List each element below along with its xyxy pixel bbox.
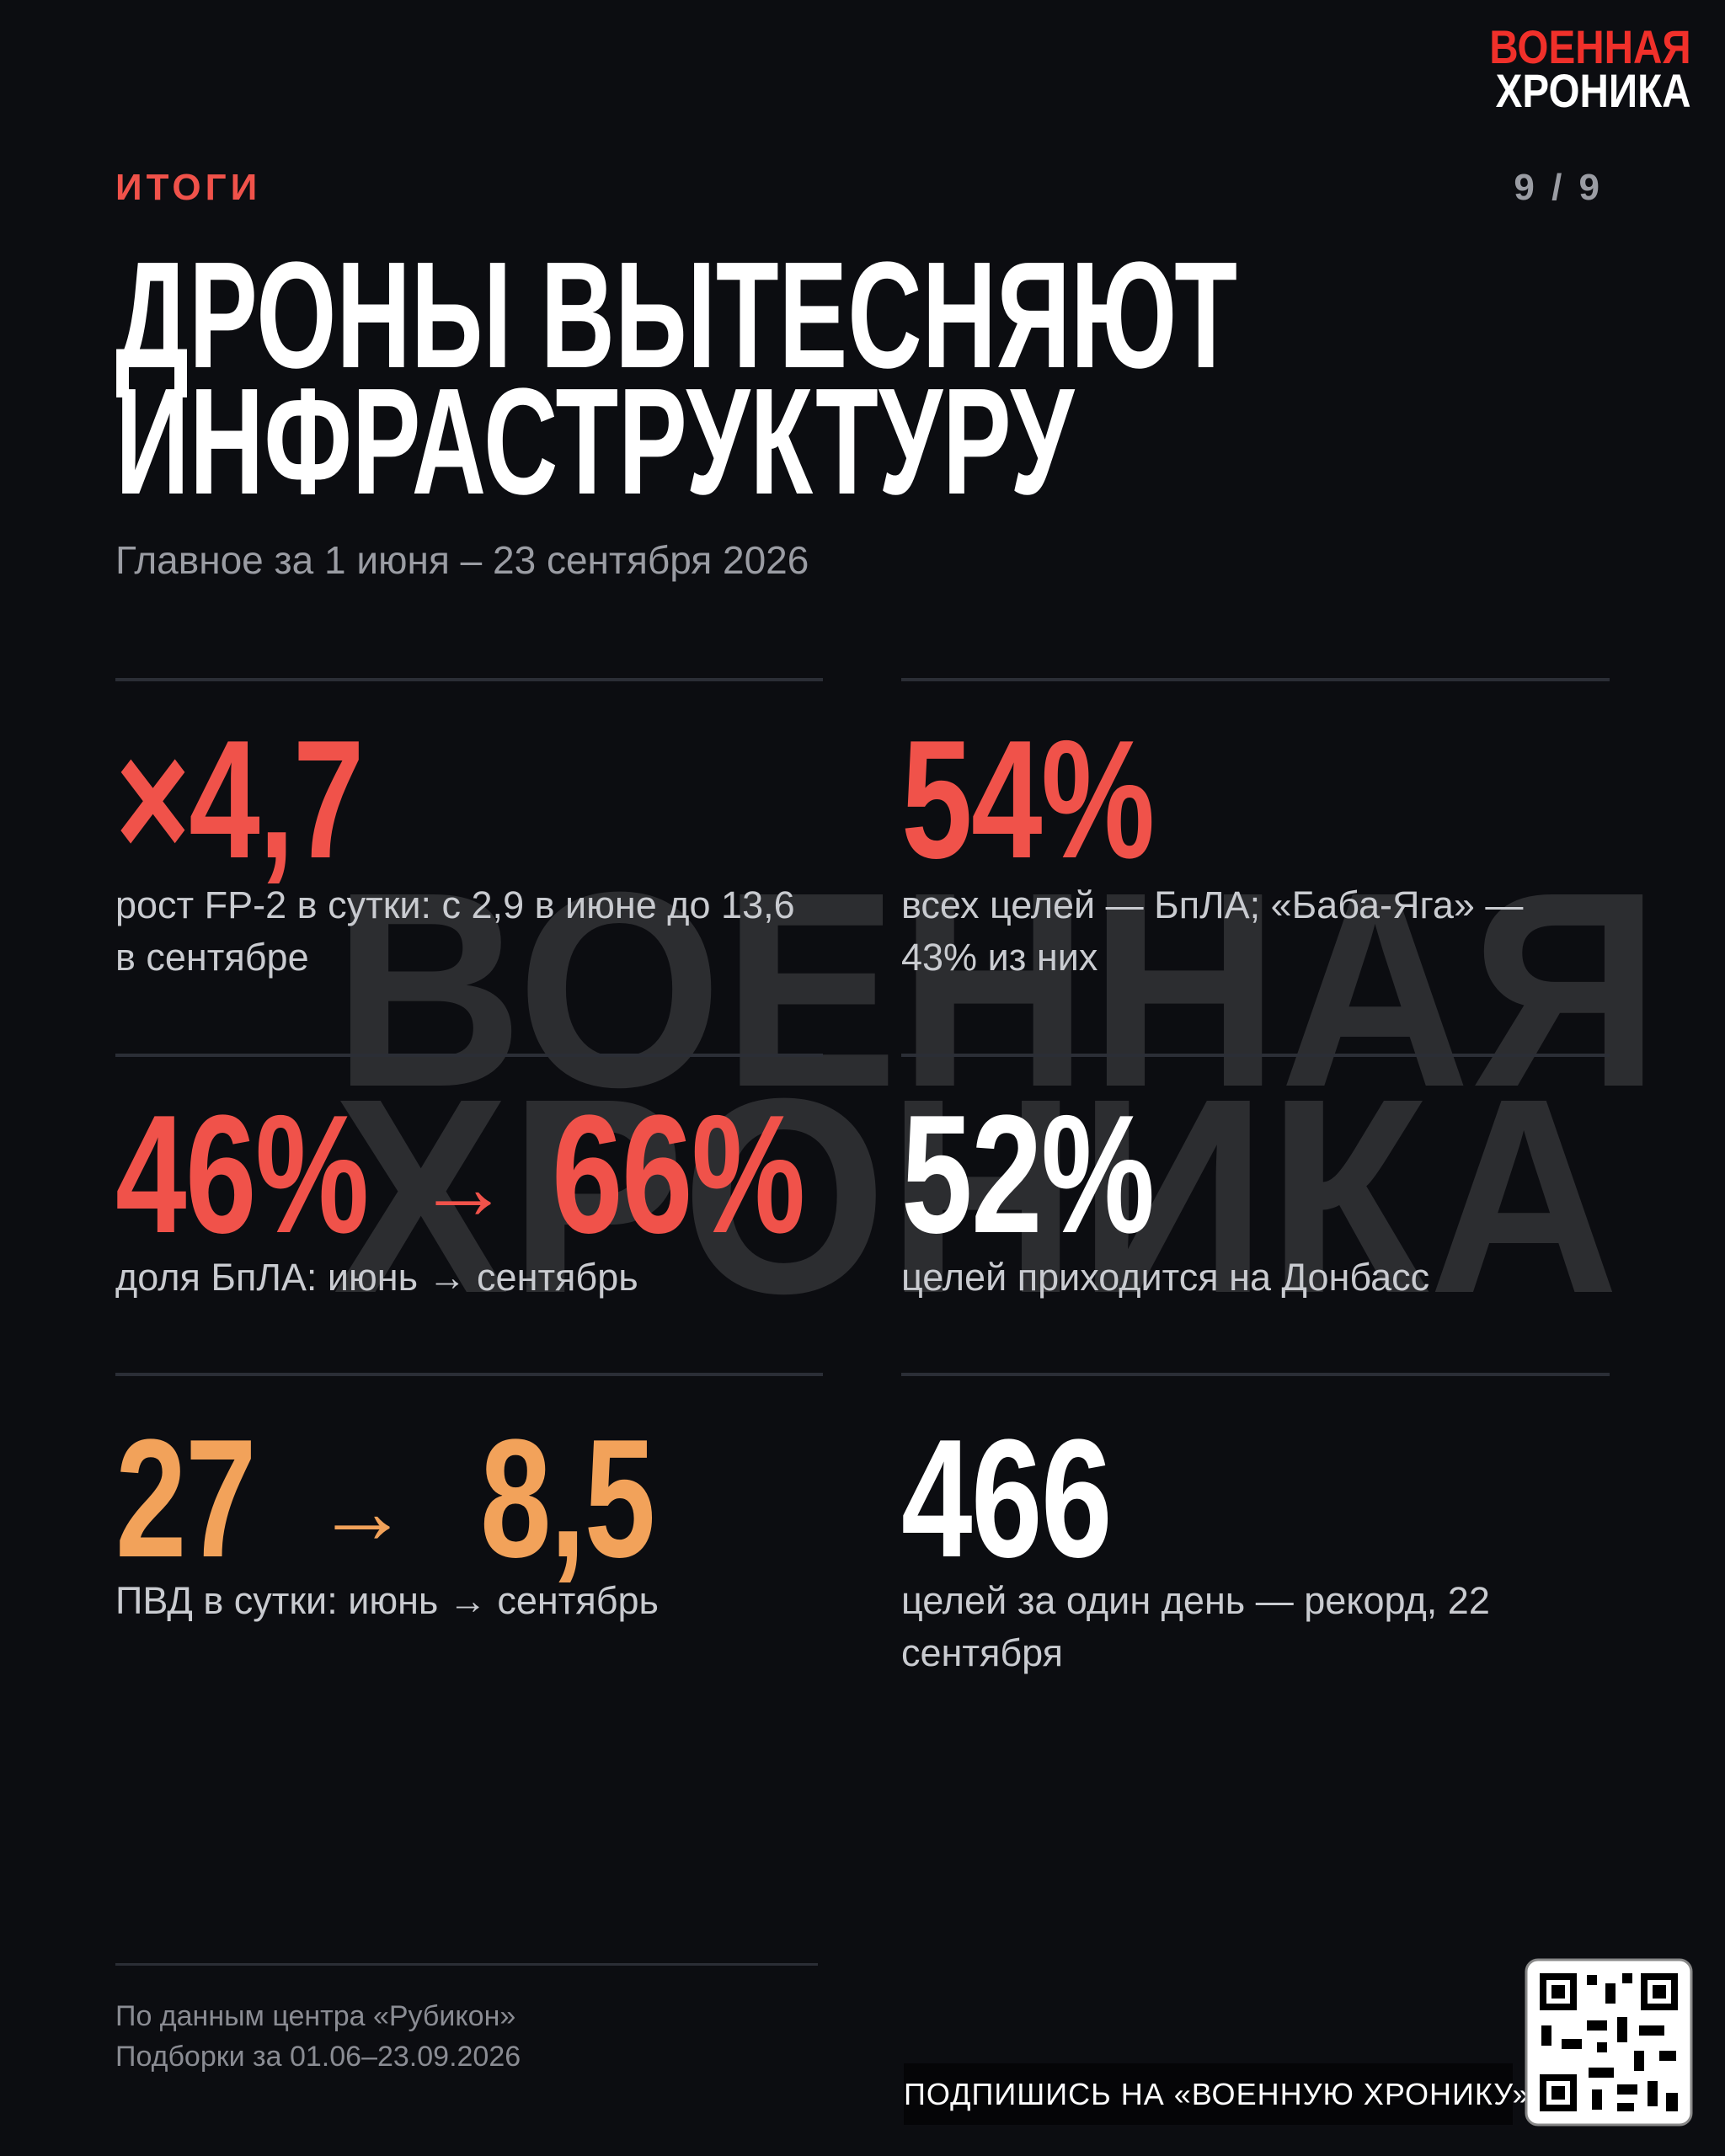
divider — [901, 1373, 1610, 1376]
footer: По данным центра «Рубикон» Подборки за 0… — [115, 1996, 521, 2077]
divider — [901, 678, 1610, 681]
title-line: ИНФРАСТРУКТУРУ — [115, 357, 1075, 526]
stat-from: 46% — [115, 1081, 369, 1268]
stat-arrow: → — [316, 1460, 409, 1563]
stat-value: 54% — [901, 706, 1155, 894]
qr-code[interactable] — [1525, 1958, 1693, 2127]
stat-label: ПВД в сутки: июнь → сентябрь — [115, 1579, 659, 1622]
footer-period: Подборки за 01.06–23.09.2026 — [115, 2041, 521, 2073]
page-counter: 9 / 9 — [1514, 167, 1603, 208]
stat-to: 8,5 — [480, 1405, 655, 1593]
title-line: ДРОНЫ ВЫТЕСНЯЮТ — [115, 231, 1238, 400]
stat-to: 66% — [552, 1081, 805, 1268]
stat-label: целей за один день — рекорд, 22 сентября — [901, 1579, 1490, 1674]
stat-from: 27 — [115, 1405, 257, 1593]
brand-logo[interactable]: ВОЕННАЯ ХРОНИКА — [1489, 20, 1691, 117]
section-label: ИТОГИ — [115, 167, 262, 208]
subtitle: Главное за 1 июня – 23 сентября 2026 — [115, 538, 809, 582]
title: ДРОНЫ ВЫТЕСНЯЮТ ИНФРАСТРУКТУРУ — [115, 231, 1725, 526]
watermark: ХРОНИКА — [333, 1040, 1620, 1351]
brand-line: ХРОНИКА — [1496, 64, 1691, 117]
stat-value: ×4,7 — [115, 706, 365, 894]
stat-label: доля БпЛА: июнь → сентябрь — [115, 1256, 638, 1299]
stat-value: 52% — [901, 1081, 1155, 1268]
divider — [901, 1054, 1610, 1057]
stat-value: 466 — [901, 1405, 1113, 1593]
stat-label: рост FP-2 в сутки: с 2,9 в июне до 13,6 … — [115, 883, 795, 979]
divider — [115, 1054, 823, 1057]
stat-arrow: → — [417, 1135, 510, 1239]
divider — [115, 678, 823, 681]
watermark: ВОЕННАЯ — [333, 834, 1661, 1145]
subscribe-button[interactable]: ПОДПИШИСЬ НА «ВОЕННУЮ ХРОНИКУ» — [904, 2063, 1530, 2125]
divider — [115, 1373, 823, 1376]
stat-label: всех целей — БпЛА; «Баба-Яга» — 43% из н… — [901, 883, 1524, 979]
brand-line: ВОЕННАЯ — [1489, 20, 1691, 73]
divider — [115, 1963, 818, 1966]
stat-label: целей приходится на Донбасс — [901, 1256, 1430, 1299]
footer-source: По данным центра «Рубикон» — [115, 2000, 516, 2032]
